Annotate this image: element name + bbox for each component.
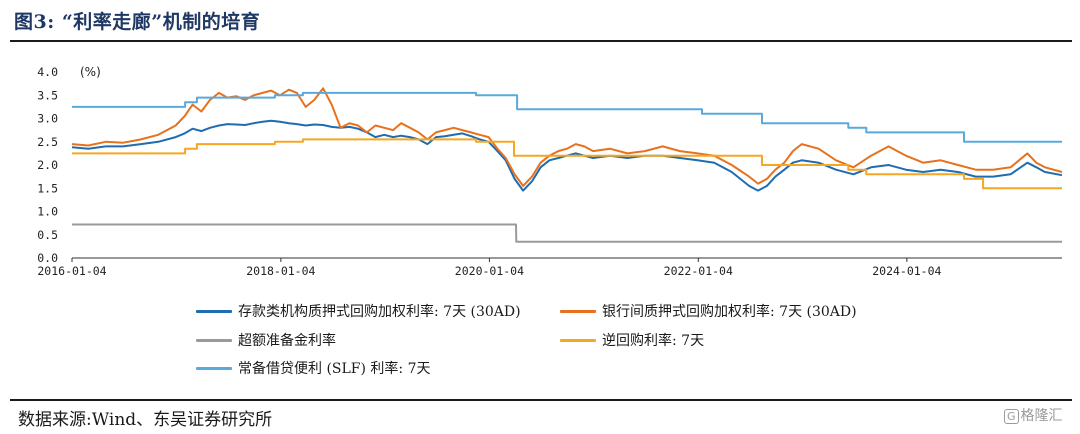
y-tick-label: 2.0 bbox=[37, 158, 58, 172]
legend-swatch bbox=[196, 309, 232, 313]
y-tick-label: 1.5 bbox=[37, 181, 58, 195]
legend-item: 逆回购利率: 7天 bbox=[560, 330, 704, 350]
legend-swatch bbox=[560, 338, 596, 342]
legend-label: 存款类机构质押式回购加权利率: 7天 (30AD) bbox=[238, 304, 521, 320]
series-line-5 bbox=[72, 91, 1062, 143]
x-tick-label: 2018-01-04 bbox=[246, 264, 315, 278]
top-rule bbox=[10, 40, 1072, 42]
series-line-3 bbox=[72, 223, 1062, 243]
series-line-2 bbox=[71, 87, 1063, 187]
watermark-logo-icon: G bbox=[1004, 409, 1019, 424]
y-axis-unit-label: (%) bbox=[80, 65, 101, 79]
legend-label: 超额准备金利率 bbox=[238, 333, 336, 349]
series-line-4 bbox=[72, 138, 1062, 190]
y-tick-label: 0.0 bbox=[37, 251, 58, 265]
y-tick-label: 1.0 bbox=[37, 205, 58, 219]
watermark-text: 格隆汇 bbox=[1020, 408, 1063, 424]
legend-swatch bbox=[560, 309, 596, 313]
data-source-note: 数据来源:Wind、东吴证券研究所 bbox=[18, 410, 273, 430]
x-tick-label: 2024-01-04 bbox=[872, 264, 941, 278]
legend-item: 超额准备金利率 bbox=[196, 330, 336, 350]
legend-item: 银行间质押式回购加权利率: 7天 (30AD) bbox=[560, 301, 857, 321]
bottom-rule bbox=[10, 399, 1072, 401]
y-tick-label: 2.5 bbox=[37, 135, 58, 149]
figure-title: 图3: “利率走廊”机制的培育 bbox=[14, 11, 261, 33]
y-tick-label: 0.5 bbox=[37, 228, 58, 242]
legend-label: 常备借贷便利 (SLF) 利率: 7天 bbox=[238, 361, 431, 377]
legend-swatch bbox=[196, 338, 232, 342]
line-chart: 0.0 0.5 1.0 1.5 2.0 2.5 3.0 3.5 4.0 (%) 2016-01-04… bbox=[37, 65, 1063, 278]
legend-swatch bbox=[196, 366, 232, 370]
y-tick-label: 4.0 bbox=[37, 65, 58, 79]
y-tick-label: 3.0 bbox=[37, 112, 58, 126]
series-line-1 bbox=[71, 119, 1063, 192]
x-tick-label: 2016-01-04 bbox=[37, 264, 106, 278]
chart-series-lines bbox=[71, 87, 1063, 243]
legend-label: 逆回购利率: 7天 bbox=[602, 333, 705, 349]
legend-item: 存款类机构质押式回购加权利率: 7天 (30AD) bbox=[196, 301, 521, 321]
legend-item: 常备借贷便利 (SLF) 利率: 7天 bbox=[196, 358, 431, 378]
chart-axes: 0.0 0.5 1.0 1.5 2.0 2.5 3.0 3.5 4.0 (%) 2016-01-04… bbox=[37, 65, 1062, 278]
legend-label: 银行间质押式回购加权利率: 7天 (30AD) bbox=[602, 304, 857, 320]
watermark: G 格隆汇 bbox=[1004, 405, 1063, 425]
x-tick-label: 2020-01-04 bbox=[455, 264, 524, 278]
x-tick-label: 2022-01-04 bbox=[664, 264, 733, 278]
y-tick-label: 3.5 bbox=[37, 88, 58, 102]
